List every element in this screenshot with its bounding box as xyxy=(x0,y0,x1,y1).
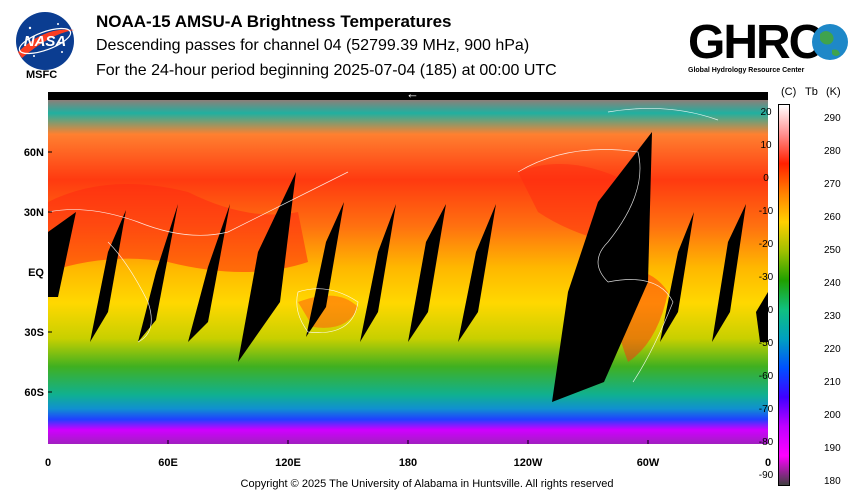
swath-gap xyxy=(458,204,496,342)
nasa-wordmark: NASA xyxy=(24,33,67,50)
swath-gap xyxy=(306,202,344,337)
celsius-tick: -90 xyxy=(758,470,774,481)
celsius-tick: 0 xyxy=(763,173,769,184)
temperature-field xyxy=(48,92,768,444)
brightness-temperature-map xyxy=(47,92,768,444)
page-title: NOAA-15 AMSU-A Brightness Temperatures xyxy=(96,12,452,31)
ghrc-logo: GHRC Global Hydrology Resource Center xyxy=(686,6,850,80)
colorbar-unit-c: (C) xyxy=(781,86,797,98)
copyright: Copyright © 2025 The University of Alaba… xyxy=(240,478,614,490)
lat-label-eq: EQ xyxy=(28,267,44,279)
ghrc-wordmark: GHRC xyxy=(688,16,823,69)
kelvin-tick: 280 xyxy=(824,146,841,157)
kelvin-tick: 260 xyxy=(824,212,841,223)
lat-label-60s: 60S xyxy=(24,387,44,399)
colorbar xyxy=(778,104,790,486)
kelvin-tick: 200 xyxy=(824,410,841,421)
celsius-tick: -20 xyxy=(758,239,774,250)
kelvin-tick: 180 xyxy=(824,476,841,487)
lon-label-180: 180 xyxy=(398,457,418,469)
swath-gap xyxy=(188,204,230,342)
lon-label-120e: 120E xyxy=(275,457,301,469)
swath-gap-large xyxy=(552,132,652,402)
celsius-tick: -30 xyxy=(758,272,774,283)
msfc-label: MSFC xyxy=(26,69,58,81)
kelvin-tick: 290 xyxy=(824,113,841,124)
swath-gap xyxy=(756,292,768,342)
swath-gap xyxy=(408,204,446,342)
lon-label-60e: 60E xyxy=(158,457,178,469)
celsius-tick: -40 xyxy=(758,305,774,316)
channel-subtitle: Descending passes for channel 04 (52799.… xyxy=(96,37,530,54)
pass-direction-arrow: ← xyxy=(406,86,419,101)
kelvin-tick: 210 xyxy=(824,377,841,388)
lon-label-60w: 60W xyxy=(636,457,660,469)
colorbar-label: Tb xyxy=(805,86,818,98)
swath-gap xyxy=(238,172,296,362)
swath-gap xyxy=(90,210,126,342)
nasa-logo: NASA xyxy=(12,8,78,74)
swath-gap xyxy=(712,204,746,342)
celsius-tick: 10 xyxy=(760,140,772,151)
lat-label-30n: 30N xyxy=(23,207,44,219)
kelvin-tick: 220 xyxy=(824,344,841,355)
swath-gap xyxy=(138,204,178,342)
celsius-tick: -60 xyxy=(758,371,774,382)
tick-marks xyxy=(48,151,649,444)
kelvin-tick: 190 xyxy=(824,443,841,454)
lat-label-60n: 60N xyxy=(23,147,44,159)
lon-label-0: 0 xyxy=(44,457,52,469)
ghrc-tagline: Global Hydrology Resource Center xyxy=(688,67,805,74)
swath-gap xyxy=(660,212,694,342)
celsius-tick: -10 xyxy=(758,206,774,217)
celsius-tick: 20 xyxy=(760,107,772,118)
celsius-tick: -70 xyxy=(758,404,774,415)
swath-gap xyxy=(48,212,76,297)
celsius-tick: -50 xyxy=(758,338,774,349)
celsius-tick: -80 xyxy=(758,437,774,448)
lat-label-30s: 30S xyxy=(24,327,44,339)
coastlines xyxy=(47,108,719,383)
colorbar-unit-k: (K) xyxy=(826,86,841,98)
missing-data-top xyxy=(48,92,768,100)
kelvin-tick: 270 xyxy=(824,179,841,190)
kelvin-tick: 250 xyxy=(824,245,841,256)
kelvin-tick: 230 xyxy=(824,311,841,322)
kelvin-tick: 240 xyxy=(824,278,841,289)
period-subtitle: For the 24-hour period beginning 2025-07… xyxy=(96,62,557,79)
lon-label-120w: 120W xyxy=(513,457,543,469)
swath-gap xyxy=(360,204,396,342)
lon-label-0-east: 0 xyxy=(764,457,772,469)
